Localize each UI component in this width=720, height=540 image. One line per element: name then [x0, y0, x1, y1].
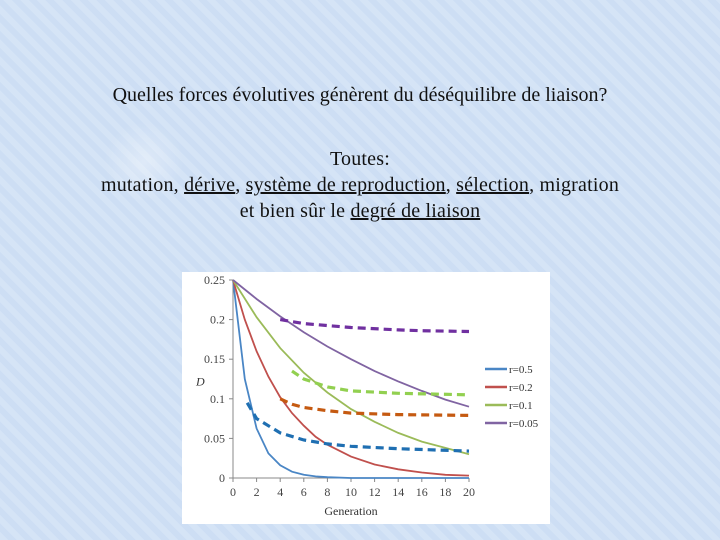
x-tick-label: 8 [324, 485, 330, 499]
x-tick-label: 12 [369, 485, 381, 499]
force-mutation: mutation, [100, 174, 185, 196]
x-tick-label: 14 [392, 485, 404, 499]
x-axis-title: Generation [324, 504, 377, 518]
separator: , [445, 174, 457, 196]
force-systeme-reproduction: système de reproduction [245, 174, 446, 196]
forces-list: mutation, dérive, système de reproductio… [0, 172, 720, 198]
y-tick-label: 0.1 [210, 392, 225, 406]
dashed-overlay-0 [279, 318, 470, 334]
y-tick-label: 0.25 [204, 273, 225, 287]
answer-heading: Toutes: [330, 148, 390, 170]
dashed-overlay-2 [279, 397, 470, 417]
linkage-prefix: et bien sûr le [239, 200, 351, 222]
x-tick-label: 16 [416, 485, 428, 499]
x-tick-label: 10 [345, 485, 357, 499]
series-line-3 [232, 279, 470, 408]
y-tick-label: 0 [219, 471, 225, 485]
x-tick-label: 2 [254, 485, 260, 499]
separator: , [235, 174, 246, 196]
y-tick-label: 0.2 [210, 313, 225, 327]
chart-svg: 0 0.05 0.1 0.15 0.2 0.25 0 2 4 6 8 10 12 14 16 18 20 Gene… [195, 273, 539, 518]
x-tick-label: 20 [463, 485, 475, 499]
y-tick-label: 0.15 [204, 352, 225, 366]
force-selection: sélection [456, 174, 530, 196]
series-line-2 [232, 279, 470, 456]
force-migration: , migration [529, 174, 620, 196]
force-degre-liaison: degré de liaison [350, 200, 481, 222]
legend-label-2: r=0.1 [509, 400, 533, 412]
x-tick-label: 0 [230, 485, 236, 499]
dashed-overlay-1 [291, 369, 470, 397]
legend-label-1: r=0.2 [509, 382, 533, 394]
force-derive: dérive [184, 174, 236, 196]
x-tick-label: 4 [277, 485, 283, 499]
answer-block: Toutes: mutation, dérive, système de rep… [0, 146, 720, 224]
legend-label-3: r=0.05 [509, 418, 539, 430]
legend-label-0: r=0.5 [509, 364, 533, 376]
x-tick-label: 18 [439, 485, 451, 499]
series-line-0 [232, 279, 469, 479]
y-tick-label: 0.05 [204, 431, 225, 445]
ld-decay-chart: 0 0.05 0.1 0.15 0.2 0.25 0 2 4 6 8 10 12 14 16 18 20 Gene… [182, 272, 550, 524]
linkage-line: et bien sûr le degré de liaison [0, 198, 720, 224]
series-line-1 [232, 279, 470, 477]
dashed-overlay-3 [245, 401, 470, 453]
y-axis-title: D [195, 374, 205, 388]
x-tick-label: 6 [301, 485, 307, 499]
question-title: Quelles forces évolutives génèrent du dé… [112, 84, 608, 106]
